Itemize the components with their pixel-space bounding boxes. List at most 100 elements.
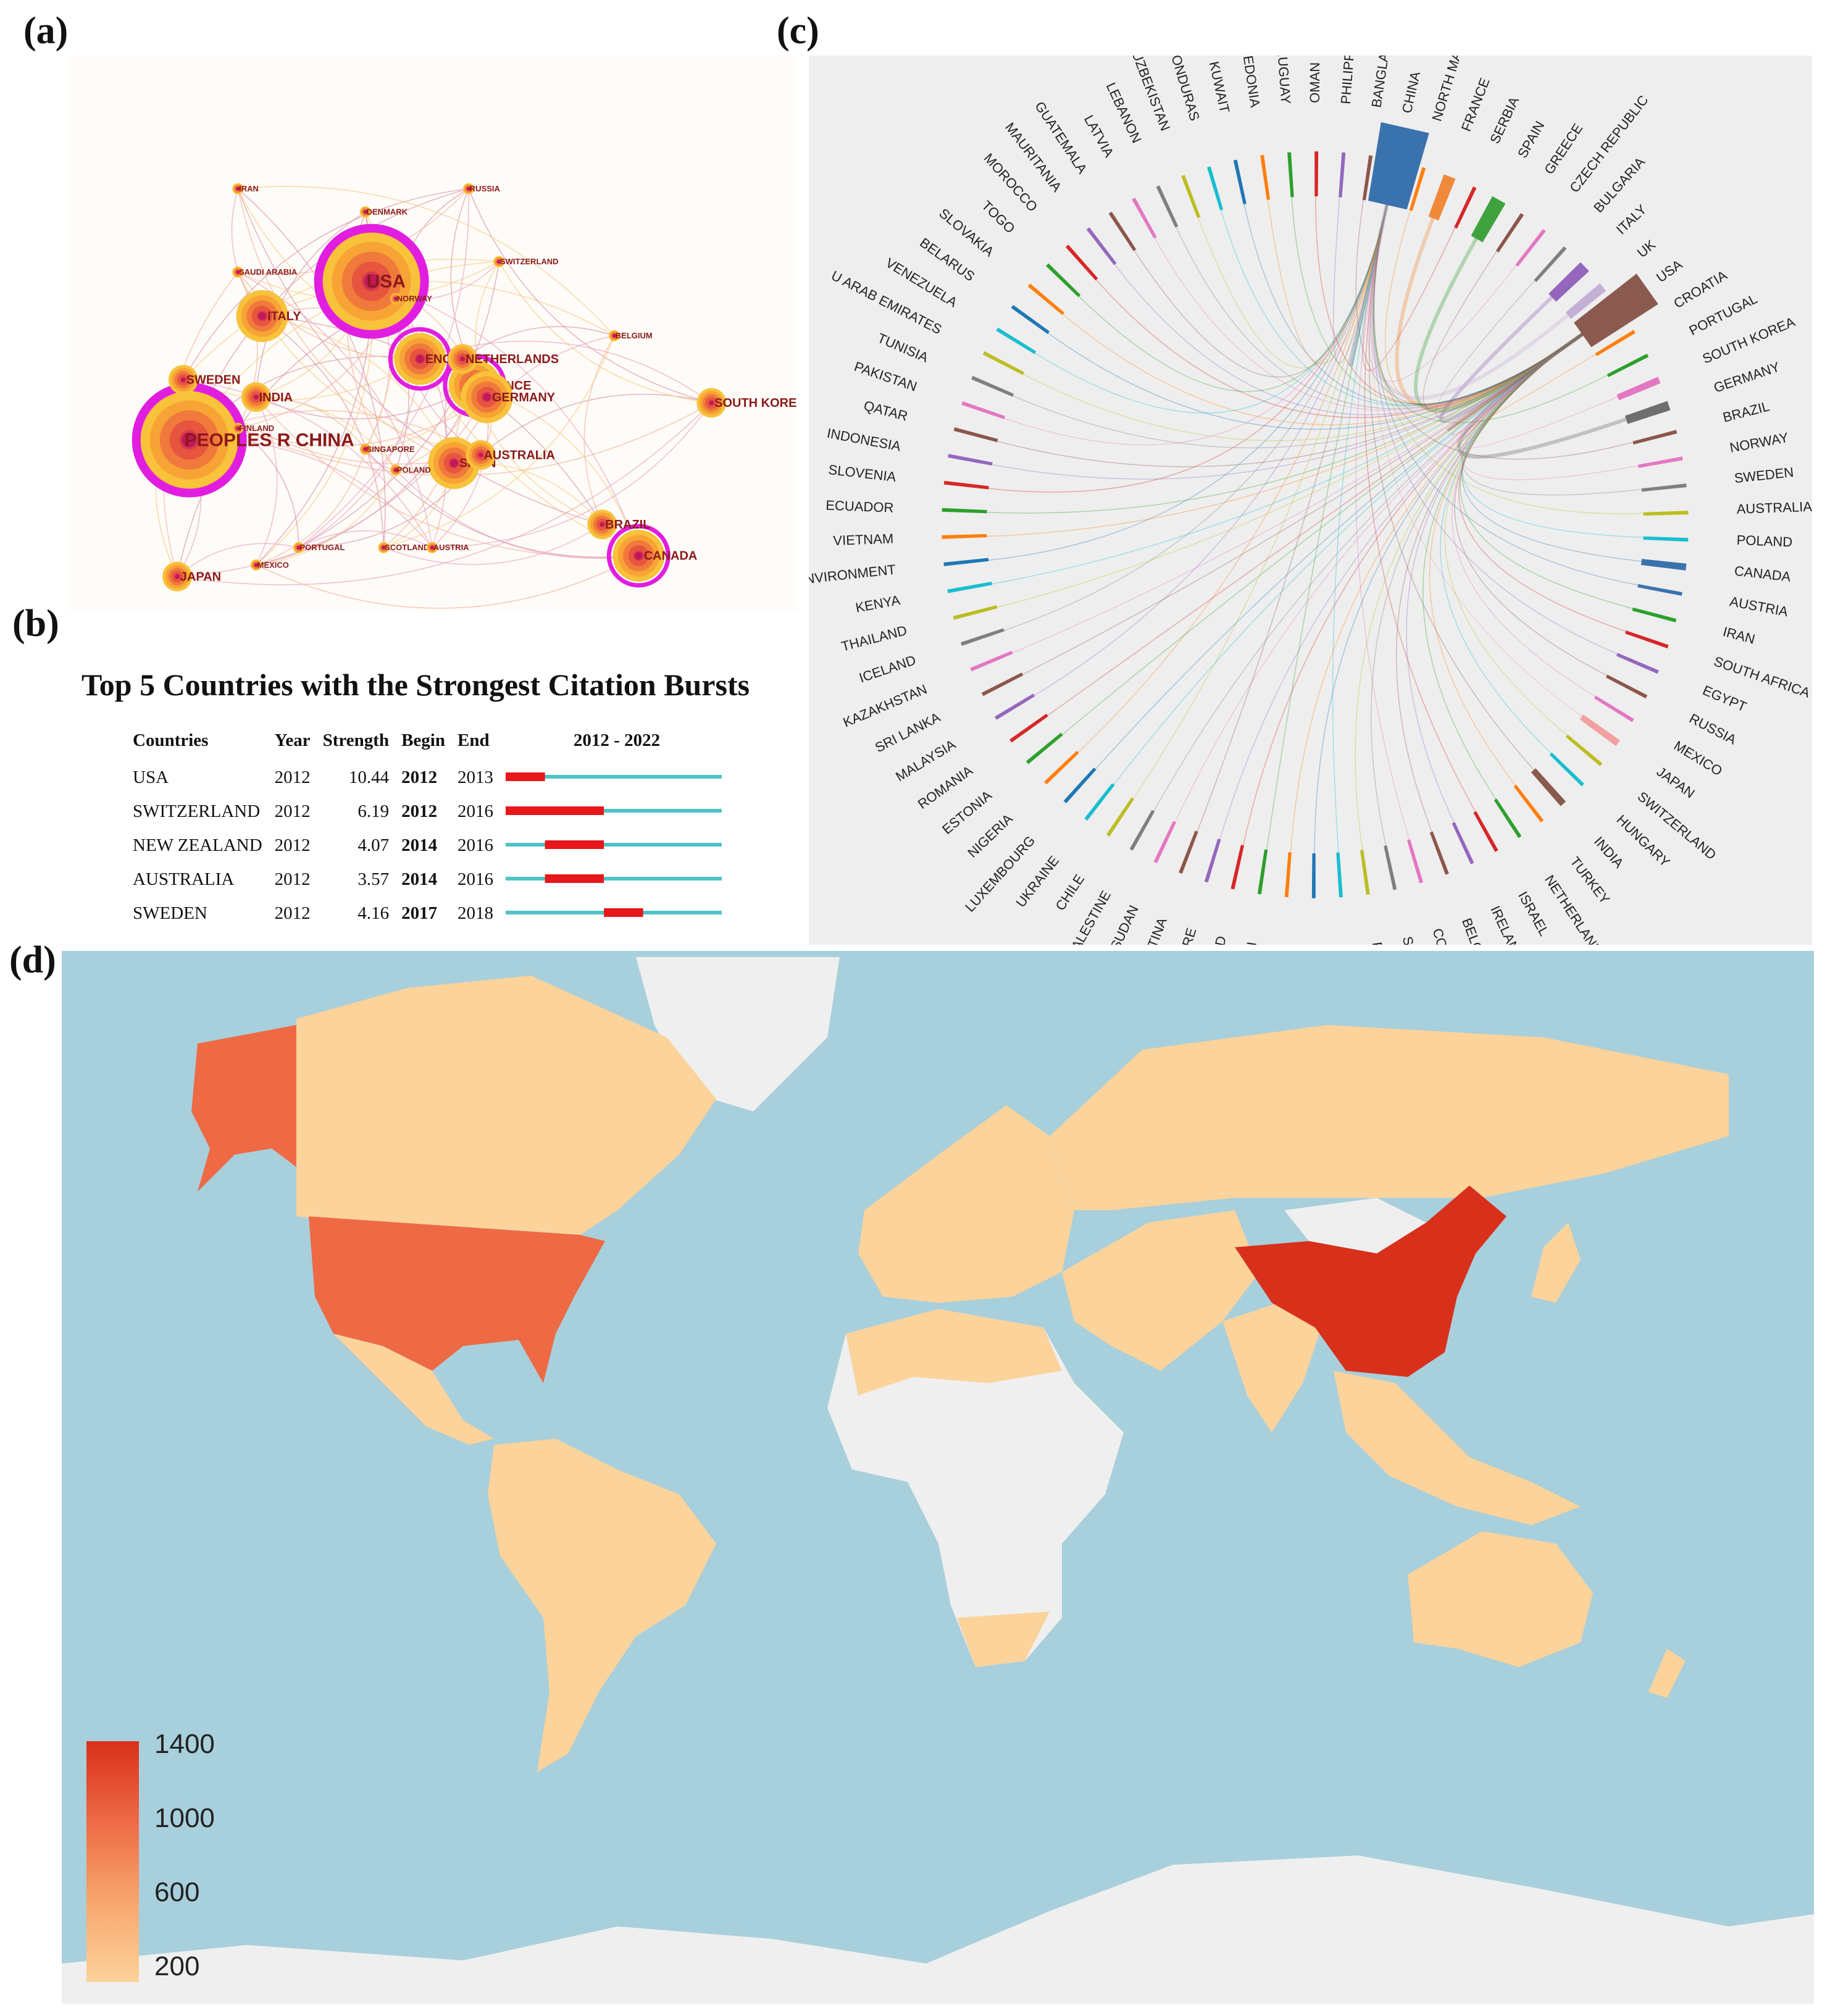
burst-cell-year: 2012 <box>274 903 311 923</box>
node-core <box>258 312 266 320</box>
chord-arc <box>1473 811 1498 852</box>
chord-label: SPAIN <box>1515 119 1547 161</box>
header-countries: Countries <box>133 730 209 750</box>
network-link <box>237 428 299 548</box>
header-begin: Begin <box>401 730 445 750</box>
node-label: ITALY <box>267 310 301 324</box>
world-map-panel: 1400 1000 600 200 <box>62 951 1814 2004</box>
legend-tick-200: 200 <box>154 1951 200 1981</box>
chord-arc <box>1132 198 1157 239</box>
burst-baseline <box>506 775 722 779</box>
chord-link <box>1063 314 1583 425</box>
network-link <box>256 555 639 609</box>
burst-segment <box>545 840 604 849</box>
node-core <box>236 186 240 191</box>
chord-label: GREECE <box>1541 121 1586 177</box>
network-node: CANADA <box>606 524 697 588</box>
burst-segment <box>545 874 604 883</box>
node-label: BRAZIL <box>605 518 650 532</box>
chord-label: QATAR <box>862 398 909 424</box>
chord-link <box>1114 264 1583 416</box>
chord-arc <box>1452 822 1474 864</box>
chord-link <box>1440 333 1583 754</box>
chord-arc <box>970 650 1013 672</box>
chord-arc <box>1314 151 1319 197</box>
chord-link <box>1373 204 1639 586</box>
chord-arc <box>1549 752 1584 787</box>
burst-cell-country: NEW ZEALAND <box>133 835 262 855</box>
chord-arc <box>1336 852 1343 898</box>
chord-arc <box>1428 174 1456 221</box>
chord-arc <box>1108 211 1137 251</box>
chord-link <box>988 204 1388 493</box>
burst-segment <box>604 908 643 917</box>
node-label: PORTUGAL <box>299 543 345 552</box>
burst-bar-cell <box>499 829 734 863</box>
south-america-region <box>488 1439 716 1772</box>
network-link <box>583 335 615 525</box>
chord-diagram-panel: CHINA NORTH MACEDONIA FRANCE SERBIA SPAIN GRE… <box>654 0 1813 1056</box>
chord-arc <box>1065 245 1098 281</box>
network-node: USA <box>314 224 429 339</box>
chord-label: SUDAN <box>1107 903 1141 945</box>
chord-arc <box>1260 154 1271 200</box>
network-link <box>237 272 258 429</box>
mongolia-region <box>1284 1198 1426 1253</box>
chord-label: OMAN <box>1307 62 1322 103</box>
chord-label: ST KITTS & NEVI <box>1229 941 1260 945</box>
node-core <box>181 377 186 382</box>
alaska-region <box>191 1025 296 1192</box>
europe-region <box>858 1105 1074 1303</box>
burst-cell-strength: 10.44 <box>348 768 390 787</box>
chord-arc <box>1641 559 1687 571</box>
node-label: USA <box>367 272 406 292</box>
node-label: FINLAND <box>239 424 274 433</box>
world-choropleth-map <box>62 957 1814 2004</box>
chord-link <box>1174 333 1583 822</box>
node-label: NORWAY <box>397 294 432 303</box>
chord-arc <box>1084 783 1115 821</box>
chord-link <box>1460 333 1633 609</box>
chord-label: POLAND <box>1736 532 1792 550</box>
node-core <box>635 551 643 560</box>
chord-arc <box>1595 330 1636 356</box>
network-node: SWITZERLAND <box>493 256 559 267</box>
chord-arc <box>1360 850 1370 895</box>
chord-label: MACEDONIA <box>1236 56 1263 109</box>
chord-label: CHILE <box>1052 871 1087 913</box>
network-node: FINLAND <box>232 422 274 434</box>
chord-link <box>1429 333 1583 786</box>
legend-tick-600: 600 <box>154 1877 200 1907</box>
chord-arc <box>1044 750 1079 785</box>
burst-baseline <box>506 877 722 880</box>
chord-link <box>1332 197 1388 364</box>
chord-arc <box>995 693 1035 720</box>
network-node: SOUTH KOREA <box>696 388 806 418</box>
node-label: NETHERLANDS <box>466 353 559 366</box>
chord-link <box>1368 204 1534 771</box>
burst-cell-year: 2012 <box>274 801 311 821</box>
chord-arc <box>1153 821 1176 863</box>
chord-arc <box>1534 246 1567 282</box>
chord-link <box>1349 204 1389 367</box>
chord-arc <box>1616 653 1659 674</box>
chord-link <box>1290 333 1583 853</box>
chord-arc <box>1287 152 1294 198</box>
chord-label: JAPAN <box>1654 764 1698 801</box>
node-core <box>600 522 604 527</box>
australia-region <box>1408 1531 1593 1667</box>
chord-link <box>1372 204 1618 655</box>
panel-label-d: (d) <box>9 939 56 981</box>
burst-bar-cell <box>499 863 734 897</box>
chord-arc <box>953 605 998 620</box>
chord-label: CZECH REPUBLIC <box>1566 92 1651 195</box>
node-core <box>460 356 465 361</box>
node-label: DENMARK <box>367 207 408 216</box>
chord-label: PAKISTAN <box>852 359 919 395</box>
node-core <box>709 400 714 406</box>
chord-arc <box>943 558 989 566</box>
chord-link <box>1372 204 1608 424</box>
network-node: PEOPLES R CHINA <box>132 382 354 498</box>
chord-arc <box>1284 852 1292 898</box>
chord-label: CHINA <box>1399 70 1423 115</box>
